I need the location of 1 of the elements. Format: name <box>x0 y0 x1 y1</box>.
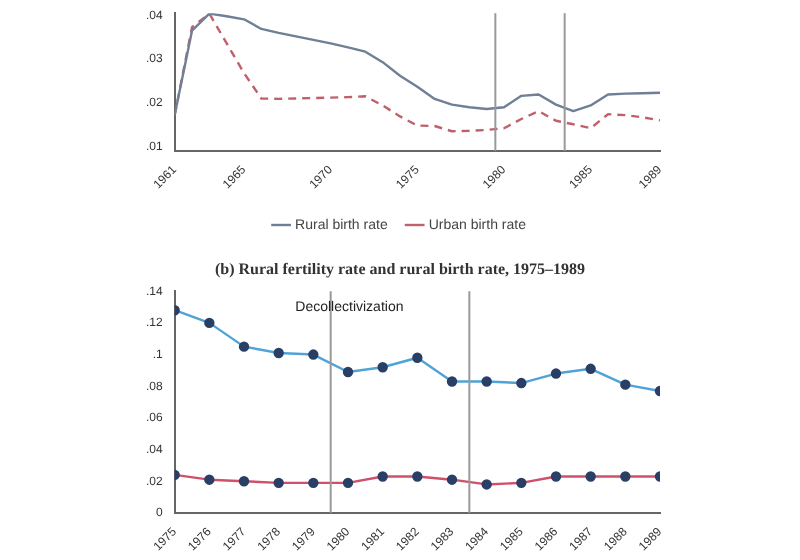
chart-title: (b) Rural fertility rate and rural birth rate, 1975–1989 <box>214 259 586 278</box>
